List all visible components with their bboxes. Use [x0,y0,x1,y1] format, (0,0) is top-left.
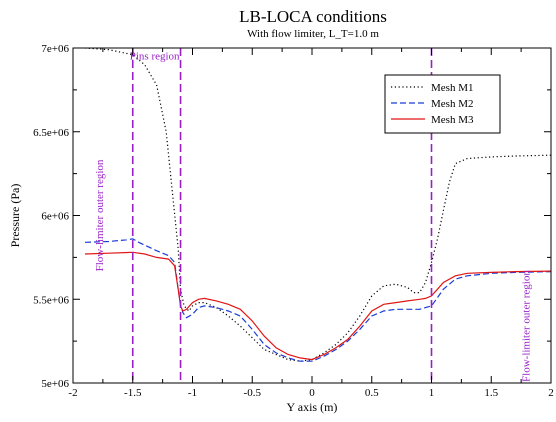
annotations: Pins region Flow-limiter outer region Flow… [94,50,533,382]
x-tick-label: -1 [188,387,197,399]
y-tick-label: 5.5e+06 [33,294,69,306]
chart-title: LB-LOCA conditions [239,7,387,26]
y-tick-label: 6.5e+06 [33,127,69,139]
legend: Mesh M1 Mesh M2 Mesh M3 [384,74,501,134]
legend-label: Mesh M1 [431,82,473,94]
y-tick-label: 7e+06 [41,43,69,55]
x-tick-label: 0 [309,387,315,399]
legend-label: Mesh M3 [431,114,474,126]
axis-ticks: -2 -1.5 -1 -0.5 0 0.5 1 1.5 2 5e+06 5.5e+06 6e+06 6.… [33,43,554,399]
series-line-mesh-m2 [84,238,551,362]
y-tick-label: 6e+06 [41,211,69,223]
y-axis-label: Pressure (Pa) [8,184,22,248]
legend-label: Mesh M2 [431,98,473,110]
x-tick-label: 0.5 [365,387,379,399]
annotation-3: Flow-limiter outer region [520,270,532,382]
legend-box [384,74,501,134]
x-tick-label: -1.5 [124,387,142,399]
x-tick-label: -2 [68,387,77,399]
series-layer [84,48,551,362]
series-line-mesh-m3 [84,251,551,361]
annotation-2: Flow-limiter outer region [94,159,106,271]
x-axis-label: Y axis (m) [287,400,338,414]
x-tick-label: 2 [548,387,554,399]
x-tick-label: 1.5 [484,387,498,399]
x-tick-label: -0.5 [244,387,262,399]
chart-subtitle: With flow limiter, L_T=1.0 m [247,28,379,40]
annotation-1: Pins region [130,50,180,62]
y-tick-label: 5e+06 [41,378,69,390]
x-tick-label: 1 [429,387,435,399]
